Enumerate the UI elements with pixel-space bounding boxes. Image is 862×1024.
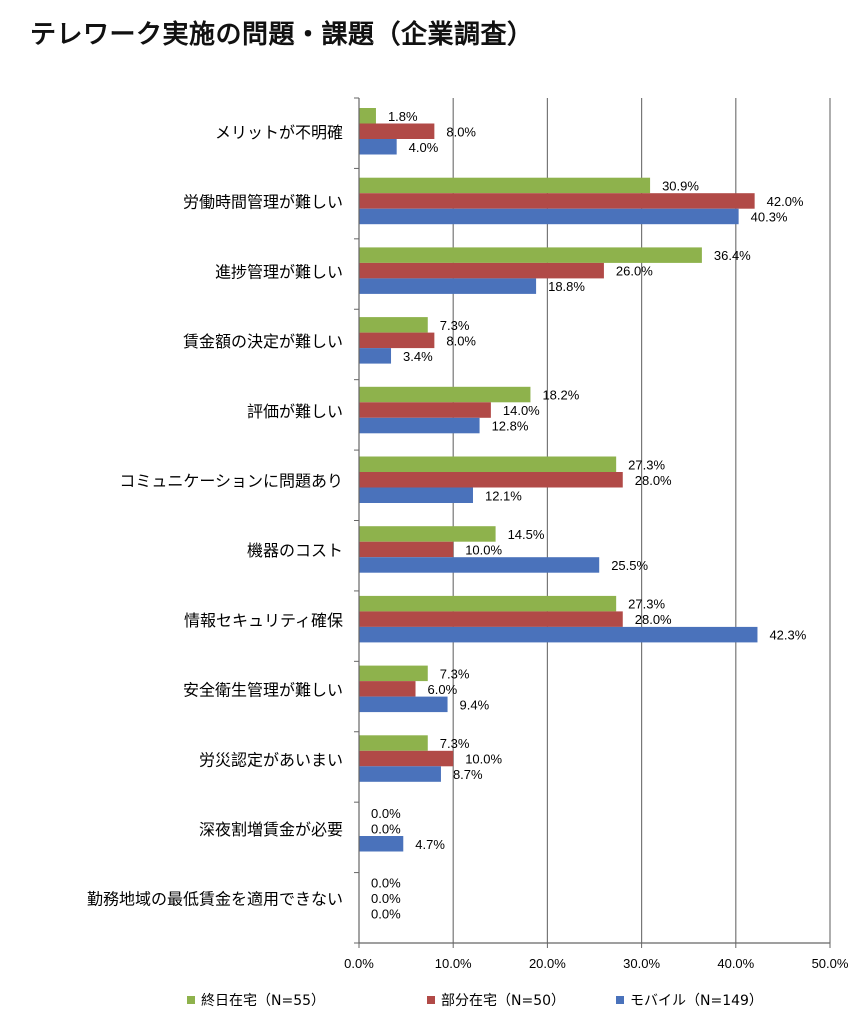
- data-label: 10.0%: [465, 752, 502, 767]
- chart-title: テレワーク実施の問題・課題（企業調査）: [30, 20, 534, 50]
- bar: [359, 472, 623, 488]
- data-label: 12.8%: [492, 419, 529, 434]
- data-label: 8.7%: [453, 767, 483, 782]
- data-label: 0.0%: [371, 891, 401, 906]
- bar: [359, 557, 600, 573]
- bar: [359, 193, 755, 209]
- data-label: 40.3%: [751, 209, 788, 224]
- data-label: 28.0%: [635, 612, 672, 627]
- data-label: 12.1%: [485, 488, 522, 503]
- bar: [359, 766, 441, 782]
- data-label: 27.3%: [628, 457, 665, 472]
- bar: [359, 487, 473, 503]
- bar: [359, 696, 448, 713]
- data-label: 7.3%: [440, 318, 470, 333]
- category-label: 評価が難しい: [247, 402, 343, 421]
- bar: [359, 208, 739, 225]
- bar: [359, 681, 416, 697]
- bar: [359, 836, 404, 852]
- bar: [359, 541, 454, 558]
- axes: [354, 97, 831, 948]
- x-tick-label: 0.0%: [344, 956, 374, 971]
- data-label: 0.0%: [371, 821, 401, 836]
- data-label: 30.9%: [662, 178, 699, 193]
- bar: [359, 108, 376, 124]
- category-label: コミュニケーションに問題あり: [119, 472, 343, 491]
- legend-swatch: [187, 996, 195, 1004]
- bar: [359, 595, 617, 612]
- data-label: 1.8%: [388, 109, 418, 124]
- data-label: 28.0%: [635, 473, 672, 488]
- bars: [359, 108, 758, 852]
- x-tick-label: 30.0%: [623, 956, 660, 971]
- data-label: 25.5%: [611, 558, 648, 573]
- labels: 1.8% 8.0% 4.0% メリットが不明確 30.9% 42.0%40.3% 労働時間管…: [87, 109, 849, 971]
- category-label: 情報セキュリティ確保: [184, 611, 343, 630]
- category-label: 賃金額の決定が難しい: [183, 332, 343, 351]
- bar: [359, 665, 428, 682]
- gridlines: [452, 98, 831, 943]
- bar: [359, 417, 480, 434]
- data-label: 4.0%: [409, 140, 439, 155]
- legend-swatch: [427, 996, 435, 1004]
- x-tick-label: 40.0%: [717, 956, 754, 971]
- data-label: 4.7%: [415, 837, 445, 852]
- data-label: 42.3%: [769, 628, 806, 643]
- data-label: 7.3%: [440, 666, 470, 681]
- bar: [359, 262, 604, 279]
- category-label: 勤務地域の最低賃金を適用できない: [87, 890, 343, 909]
- bar: [359, 456, 617, 472]
- bar: [359, 317, 428, 333]
- bar: [359, 526, 496, 542]
- x-tick-label: 50.0%: [812, 956, 849, 971]
- legend-label: 部分在宅（N=50）: [441, 993, 565, 1009]
- category-label: 機器のコスト: [247, 541, 343, 560]
- bar: [359, 402, 491, 418]
- data-label: 27.3%: [628, 597, 665, 612]
- bar: [359, 348, 392, 364]
- category-label: 進捗管理が難しい: [215, 262, 343, 281]
- bar: [359, 247, 702, 263]
- category-label: 労働時間管理が難しい: [183, 193, 343, 212]
- data-label: 36.4%: [714, 248, 751, 263]
- bar: [359, 750, 454, 767]
- data-label: 10.0%: [465, 542, 502, 557]
- data-label: 0.0%: [371, 906, 401, 921]
- data-label: 6.0%: [428, 682, 458, 697]
- bar: [359, 626, 758, 643]
- category-label: 労災認定があいまい: [199, 750, 343, 769]
- bar: [359, 139, 397, 155]
- data-label: 8.0%: [446, 124, 476, 139]
- legend-label: モバイル（N=149）: [630, 993, 763, 1009]
- category-label: メリットが不明確: [215, 123, 343, 142]
- legend: 終日在宅（N=55） 部分在宅（N=50） モバイル（N=149）: [187, 993, 763, 1009]
- data-label: 0.0%: [371, 806, 401, 821]
- x-tick-label: 20.0%: [529, 956, 566, 971]
- data-label: 14.5%: [508, 527, 545, 542]
- bar: [359, 735, 428, 751]
- bar: [359, 278, 537, 294]
- x-tick-label: 10.0%: [435, 956, 472, 971]
- data-label: 26.0%: [616, 264, 653, 279]
- bar: [359, 611, 623, 627]
- category-label: 深夜割増賃金が必要: [199, 820, 343, 839]
- category-label: 安全衛生管理が難しい: [183, 681, 343, 700]
- data-label: 8.0%: [446, 333, 476, 348]
- data-label: 0.0%: [371, 875, 401, 890]
- bar: [359, 386, 531, 403]
- data-label: 42.0%: [767, 194, 804, 209]
- bar: [359, 123, 435, 139]
- data-label: 7.3%: [440, 736, 470, 751]
- legend-label: 終日在宅（N=55）: [201, 993, 325, 1009]
- data-label: 14.0%: [503, 403, 540, 418]
- legend-swatch: [616, 996, 624, 1004]
- data-label: 18.2%: [542, 388, 579, 403]
- data-label: 3.4%: [403, 349, 433, 364]
- data-label: 18.8%: [548, 279, 585, 294]
- bar: [359, 332, 435, 349]
- data-label: 9.4%: [460, 697, 490, 712]
- bar: [359, 177, 651, 194]
